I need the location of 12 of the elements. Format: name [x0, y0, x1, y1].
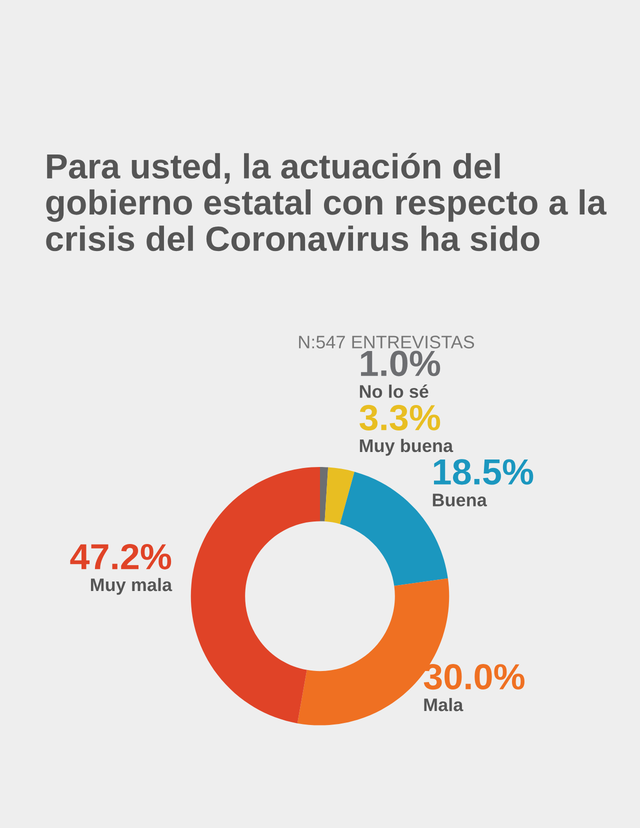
data-label: 1.0% — [361, 350, 440, 376]
chart-title: Para usted, la actuación del gobierno estatal con respecto a la crisis del Coronavirus ha sido — [46, 152, 607, 252]
data-label: 18.5% — [434, 459, 534, 485]
data-label: 3.3% — [360, 404, 440, 431]
slice-label: No lo sé — [360, 384, 428, 398]
slice-label: Muy mala — [90, 578, 172, 595]
slice-label: Muy buena — [360, 438, 454, 456]
data-label: 47.2% — [70, 544, 172, 570]
data-label: 30.0% — [424, 664, 524, 690]
slice-label: Mala — [424, 698, 464, 712]
slice-label: Buena — [432, 494, 488, 506]
chart-subtitle: N:547 ENTREVISTAS — [299, 336, 474, 348]
